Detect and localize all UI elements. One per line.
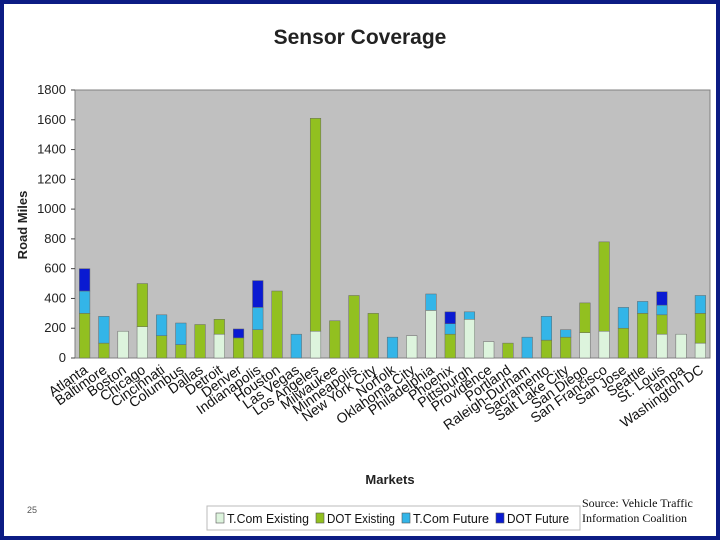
bar-columbus-t-com-future (175, 322, 187, 345)
bar-phoenix-dot-future (444, 311, 456, 325)
bar-atlanta-t-com-future (79, 290, 91, 314)
source-note: Source: Vehicle Traffic Information Coal… (582, 496, 712, 526)
bar-seattle-dot-existing (637, 313, 649, 359)
legend-swatch-t-com-future (401, 512, 411, 524)
bar-columbus-dot-existing (175, 344, 187, 359)
bar-milwaukee-dot-existing (329, 320, 341, 359)
legend: T.Com Existing DOT Existing T.Com Future DO… (206, 505, 581, 531)
bar-washington-dc-t-com-future (694, 295, 706, 314)
source-line-2: Information Coalition (582, 511, 687, 525)
bar-sacramento-dot-existing (540, 339, 552, 359)
x-axis-labels: AtlantaBaltimoreBostonChicagoCincinnatiC… (45, 361, 706, 433)
bar-st-louis-dot-future (656, 291, 668, 306)
bar-philadelphia-t-com-existing (425, 310, 437, 359)
bar-cincinnati-dot-existing (156, 335, 168, 359)
bar-los-angeles-dot-existing (309, 118, 322, 332)
bar-san-jose-t-com-future (617, 307, 629, 329)
chart-title: Sensor Coverage (274, 26, 447, 49)
bar-indianapolis-dot-future (252, 280, 264, 308)
bar-indianapolis-t-com-future (252, 307, 264, 330)
bar-sacramento-t-com-future (540, 316, 552, 341)
bar-chicago-dot-existing (136, 283, 148, 327)
source-line-1: Source: Vehicle Traffic (582, 496, 693, 510)
y-tick-label: 800 (44, 231, 66, 246)
bar-los-angeles-t-com-existing (309, 330, 322, 359)
y-tick-label: 400 (44, 290, 66, 305)
bar-dallas-dot-existing (194, 324, 206, 359)
bar-atlanta-dot-existing (79, 313, 91, 359)
bar-san-diego-t-com-existing (579, 332, 591, 359)
legend-swatch-dot-future (495, 512, 505, 524)
bar-las-vegas-t-com-future (290, 333, 302, 359)
y-tick-label: 1800 (37, 82, 66, 97)
bar-st-louis-t-com-future (656, 304, 668, 316)
y-tick-label: 1600 (37, 112, 66, 127)
bar-san-jose-dot-existing (617, 327, 629, 359)
y-tick-label: 1400 (37, 142, 66, 157)
legend-label-dot-future: DOT Future (507, 511, 569, 526)
bar-oklahoma-city-t-com-existing (406, 335, 418, 359)
plot-area (74, 89, 711, 359)
bar-denver-dot-future (233, 328, 245, 339)
bar-houston-dot-existing (271, 290, 283, 359)
y-axis: 0 200 400 600 800 1000 1200 1400 1600 1800 (37, 82, 75, 365)
bar-pittsburgh-t-com-future (463, 311, 476, 320)
bar-baltimore-t-com-future (98, 316, 110, 344)
bar-seattle-t-com-future (637, 301, 649, 314)
bar-st-louis-dot-existing (656, 314, 668, 335)
bar-st-louis-t-com-existing (656, 333, 668, 359)
bar-cincinnati-t-com-future (156, 314, 168, 336)
legend-label-t-com-existing: T.Com Existing (227, 511, 309, 526)
bar-san-francisco-t-com-existing (598, 330, 610, 359)
legend-label-t-com-future: T.Com Future (413, 511, 489, 526)
bar-minneapolis-dot-existing (348, 295, 360, 359)
y-tick-label: 200 (44, 320, 66, 335)
bar-denver-dot-existing (233, 337, 245, 359)
y-tick-label: 1000 (37, 201, 66, 216)
bar-new-york-city-dot-existing (367, 313, 379, 359)
y-tick-label: 600 (44, 261, 66, 276)
bar-salt-lake-city-t-com-future (560, 329, 572, 338)
bar-chicago-t-com-existing (136, 326, 148, 359)
bars (79, 118, 706, 359)
y-axis-title: Road Miles (15, 191, 30, 260)
bar-boston-t-com-existing (117, 330, 129, 359)
bar-tampa-t-com-existing (675, 333, 687, 359)
bar-raleigh-durham-t-com-future (521, 336, 533, 359)
bar-san-diego-dot-existing (579, 302, 591, 333)
bar-washington-dc-dot-existing (694, 313, 706, 344)
bar-providence-t-com-existing (483, 341, 495, 359)
bar-pittsburgh-t-com-existing (463, 319, 476, 359)
legend-swatch-t-com-existing (215, 512, 225, 524)
bar-baltimore-dot-existing (98, 342, 110, 359)
bar-portland-dot-existing (502, 342, 514, 359)
bar-norfolk-t-com-future (386, 336, 399, 359)
bar-philadelphia-t-com-future (425, 293, 437, 311)
x-axis-title: Markets (365, 472, 414, 487)
bar-indianapolis-dot-existing (252, 329, 264, 359)
page-number: 25 (27, 505, 37, 515)
y-tick-label: 1200 (37, 171, 66, 186)
legend-label-dot-existing: DOT Existing (327, 511, 395, 526)
bar-phoenix-t-com-future (444, 323, 456, 335)
bar-washington-dc-t-com-existing (694, 342, 706, 359)
bar-detroit-t-com-existing (213, 333, 225, 359)
bar-atlanta-dot-future (79, 268, 91, 292)
bar-san-francisco-dot-existing (598, 241, 610, 332)
bar-salt-lake-city-dot-existing (560, 336, 572, 359)
y-tick-label: 0 (59, 350, 66, 365)
bar-phoenix-dot-existing (444, 333, 456, 359)
legend-swatch-dot-existing (315, 512, 325, 524)
legend-box (206, 505, 581, 531)
bar-detroit-dot-existing (213, 319, 225, 335)
